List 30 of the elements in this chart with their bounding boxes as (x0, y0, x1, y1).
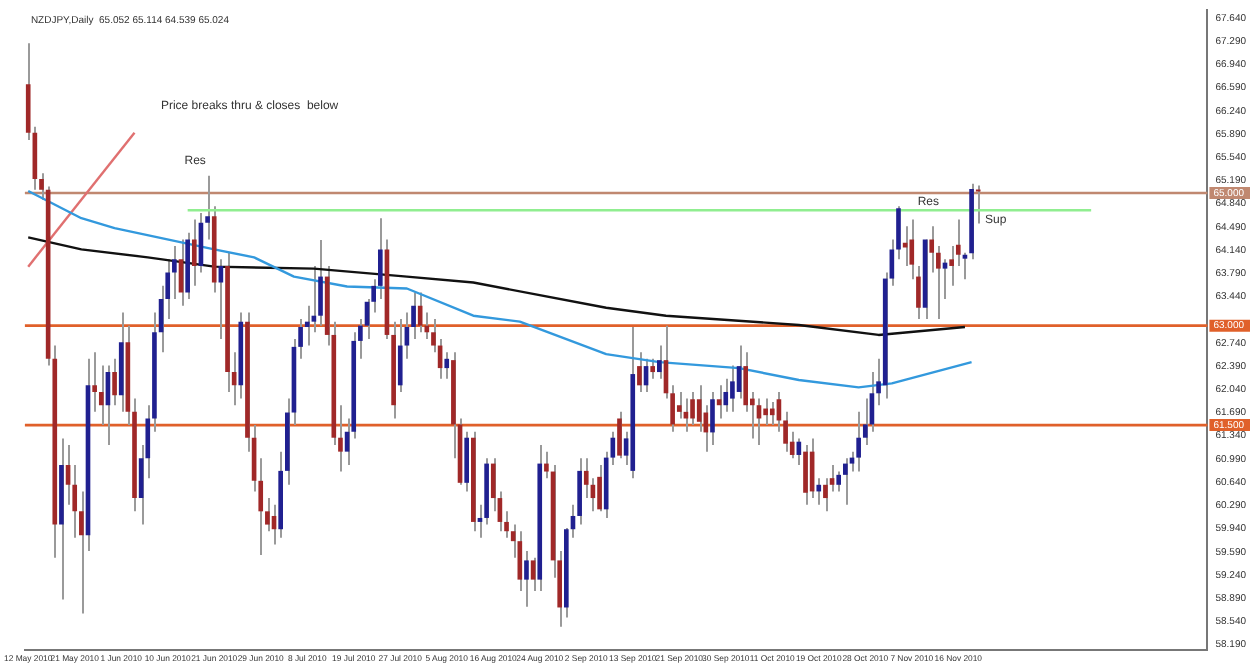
candlestick (318, 239, 323, 327)
candlestick (650, 357, 656, 380)
candlestick (191, 218, 197, 287)
candlestick (856, 410, 861, 473)
candlestick (524, 550, 529, 608)
candlestick (530, 556, 536, 592)
candlestick (517, 530, 523, 592)
candlestick (975, 184, 981, 225)
candlestick (769, 400, 775, 427)
candlestick (743, 351, 749, 413)
candlestick (803, 444, 808, 506)
candlestick (723, 377, 729, 413)
candlestick (823, 477, 828, 513)
candlestick (836, 470, 842, 493)
candlestick (464, 430, 469, 493)
candlestick (730, 364, 735, 413)
candlestick (696, 384, 702, 433)
candlestick (657, 344, 662, 380)
candlestick (597, 463, 602, 513)
candlestick (816, 477, 822, 506)
candlestick (397, 318, 403, 393)
candlestick (843, 457, 848, 506)
candlestick (710, 390, 715, 447)
candlestick (92, 351, 97, 413)
candlestick (617, 410, 622, 460)
candlestick (112, 357, 117, 407)
candlestick (763, 397, 768, 427)
candlestick (690, 390, 695, 427)
candlestick (676, 390, 682, 420)
candlestick (444, 351, 450, 380)
